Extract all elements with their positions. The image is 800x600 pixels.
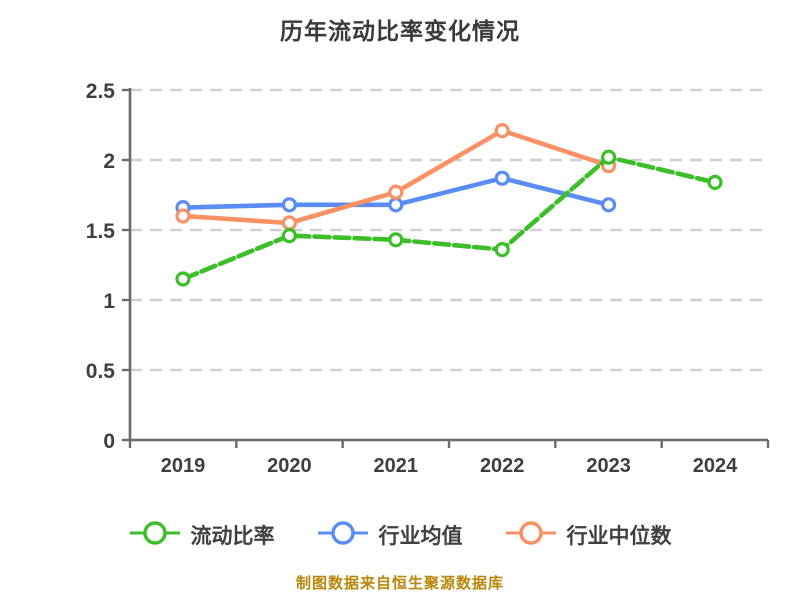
x-tick-label: 2022 — [480, 455, 525, 477]
x-tick-label: 2020 — [267, 455, 312, 477]
y-tick-label: 0.5 — [86, 360, 116, 383]
legend-item-current-ratio[interactable]: 流动比率 — [129, 520, 275, 551]
line-circle-marker-icon — [317, 520, 369, 551]
data-point-marker-行业中位数 — [175, 208, 191, 224]
y-tick-label: 2.5 — [86, 80, 116, 103]
data-point-marker-流动比率 — [600, 149, 617, 165]
y-tick-label: 1.5 — [86, 220, 116, 243]
data-source-note: 制图数据来自恒生聚源数据库 — [295, 575, 504, 592]
series-line-流动比率 — [180, 154, 718, 282]
data-point-marker-流动比率 — [388, 232, 404, 248]
legend: 流动比率 行业均值 行业中位数 — [0, 514, 800, 556]
legend-item-industry-mean[interactable]: 行业均值 — [317, 520, 463, 551]
data-point-marker-行业均值 — [494, 170, 510, 186]
data-point-marker-行业均值 — [600, 197, 617, 213]
chart-title: 历年流动比率变化情况 — [280, 18, 520, 44]
legend-label-current-ratio: 流动比率 — [190, 525, 275, 548]
x-tick-label: 2024 — [693, 455, 738, 477]
x-tick-label: 2019 — [161, 455, 206, 477]
data-point-marker-行业均值 — [388, 197, 404, 213]
x-tick-label: 2023 — [586, 455, 631, 477]
data-point-marker-流动比率 — [175, 271, 191, 287]
data-point-marker-行业中位数 — [388, 184, 404, 200]
x-tick-label: 2021 — [374, 455, 419, 477]
data-point-marker-流动比率 — [494, 242, 510, 258]
data-point-marker-行业中位数 — [281, 215, 297, 231]
data-point-marker-行业中位数 — [494, 123, 510, 139]
y-tick-label: 0 — [103, 430, 115, 453]
plot-area: 0 0.5 1 1.5 2 2.5 2019 2020 2021 2022 2023 2024 — [86, 80, 770, 477]
legend-label-industry-mean: 行业均值 — [378, 525, 463, 548]
y-tick-label: 2 — [103, 150, 115, 173]
line-circle-marker-icon — [129, 520, 181, 551]
data-point-marker-流动比率 — [281, 228, 297, 244]
line-circle-marker-icon — [505, 520, 557, 551]
legend-label-industry-median: 行业中位数 — [566, 525, 672, 548]
y-tick-label: 1 — [103, 290, 115, 313]
legend-item-industry-median[interactable]: 行业中位数 — [505, 520, 672, 551]
data-point-marker-行业均值 — [281, 197, 297, 213]
data-point-marker-流动比率 — [707, 174, 723, 190]
